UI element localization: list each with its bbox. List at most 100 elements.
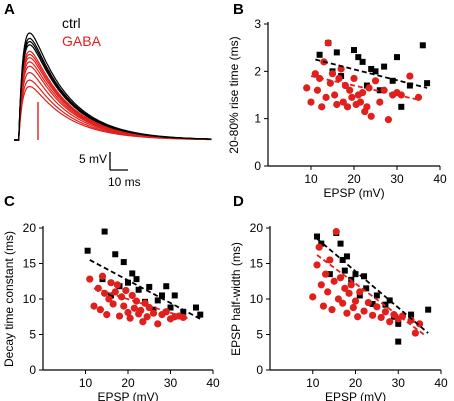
ctrl-point-d-6 <box>341 267 348 274</box>
gaba-point-c-9 <box>109 300 117 308</box>
legend-gaba-label: GABA <box>62 33 102 49</box>
ctrl-point-b-17 <box>419 42 426 49</box>
gaba-trend-line-c <box>93 287 188 320</box>
gaba-trend-line-b <box>310 75 419 101</box>
ctrl-point-b-11 <box>376 87 383 94</box>
gaba-point-b-28 <box>367 112 375 120</box>
ctrl-point-c-20 <box>193 304 199 311</box>
gaba-point-d-7 <box>326 256 334 264</box>
gaba-point-b-11 <box>331 91 339 99</box>
y-axis-label-d: EPSP half-width (ms) <box>229 242 243 356</box>
gaba-point-b-2 <box>311 70 319 78</box>
gaba-point-b-23 <box>356 98 365 106</box>
gaba-point-c-14 <box>120 302 128 310</box>
ctrl-point-c-16 <box>163 283 170 290</box>
gaba-trace-7 <box>14 85 212 141</box>
gaba-point-b-8 <box>324 39 332 47</box>
gaba-point-d-17 <box>347 281 355 289</box>
gaba-point-d-10 <box>332 227 340 236</box>
gaba-point-c-0 <box>86 275 94 283</box>
scale-bar-time-label: 10 ms <box>108 175 141 189</box>
gaba-point-b-35 <box>397 91 405 99</box>
gaba-point-d-26 <box>377 313 385 322</box>
ctrl-point-c-8 <box>129 270 136 277</box>
gaba-point-d-12 <box>336 274 345 282</box>
ctrl-point-b-3 <box>333 49 340 56</box>
y-tick-label-c-0: 0 <box>29 363 36 377</box>
ctrl-point-d-21 <box>425 306 432 313</box>
gaba-point-d-33 <box>411 329 419 337</box>
gaba-point-c-4 <box>98 272 107 280</box>
gaba-point-d-15 <box>343 309 351 317</box>
ctrl-point-b-10 <box>372 68 379 75</box>
gaba-point-b-32 <box>384 116 392 124</box>
gaba-point-c-6 <box>103 311 111 319</box>
panel-d-letter: D <box>233 193 244 210</box>
gaba-point-c-8 <box>107 279 115 287</box>
plot-c: 0 5 10 15 20 10 20 30 40 EPSP (mV) Decay time cons… <box>2 221 220 401</box>
gaba-point-d-4 <box>319 302 328 310</box>
gaba-point-d-27 <box>381 308 390 316</box>
x-tick-label-c-1: 20 <box>121 376 135 390</box>
panel-a-traces: A ctrl GABA 5 mV 10 ms <box>4 1 212 189</box>
gaba-point-b-17 <box>343 103 352 111</box>
y-tick-label-d-2: 10 <box>250 292 264 306</box>
y-tick-label-b-1: 1 <box>254 112 261 126</box>
x-tick-label-d-1: 20 <box>349 376 363 390</box>
gaba-point-c-12 <box>115 312 124 320</box>
ctrl-point-b-16 <box>406 82 413 89</box>
ctrl-trend-line-b <box>315 58 428 89</box>
panel-d-half-width: D 0 5 10 15 20 10 20 30 40 EPSP (mV) EPSP half-wid… <box>229 193 448 401</box>
panel-c-letter: C <box>4 193 15 210</box>
x-tick-label-b-3: 40 <box>433 172 447 186</box>
gaba-point-c-27 <box>149 309 158 317</box>
y-tick-label-c-4: 20 <box>23 221 37 235</box>
ctrl-point-c-4 <box>112 251 119 258</box>
trace-group <box>14 32 212 141</box>
ctrl-trace-0 <box>14 32 212 141</box>
gaba-point-b-13 <box>335 74 343 83</box>
gaba-point-d-14 <box>341 284 349 292</box>
ctrl-point-b-0 <box>316 51 323 58</box>
ctrl-trend-line-d <box>316 237 429 334</box>
gaba-point-b-19 <box>348 93 356 101</box>
ctrl-point-b-6 <box>355 54 362 61</box>
gaba-point-b-18 <box>346 86 354 94</box>
ctrl-point-c-21 <box>197 311 204 318</box>
gaba-point-d-34 <box>416 320 424 328</box>
x-axis-label-b: EPSP (mV) <box>323 186 384 200</box>
ctrl-point-d-14 <box>373 292 380 299</box>
gaba-point-d-23 <box>364 298 372 307</box>
x-tick-label-b-1: 20 <box>347 172 361 186</box>
x-tick-label-c-2: 30 <box>164 376 178 390</box>
y-tick-label-b-0: 0 <box>254 159 261 173</box>
ctrl-trend-line-c <box>89 259 201 320</box>
ctrl-point-d-18 <box>395 320 402 327</box>
y-tick-label-c-3: 15 <box>23 257 37 271</box>
y-tick-label-c-1: 5 <box>29 328 36 342</box>
ctrl-point-c-15 <box>159 292 165 299</box>
gaba-point-b-0 <box>303 84 311 92</box>
y-tick-label-d-1: 5 <box>256 328 263 342</box>
gaba-point-c-16 <box>124 308 132 317</box>
gaba-point-b-3 <box>313 86 322 94</box>
gaba-point-c-19 <box>130 304 138 312</box>
ctrl-point-d-13 <box>369 300 376 307</box>
gaba-point-b-20 <box>350 74 358 83</box>
y-axis-label-b: 20-80% rise time (ms) <box>227 36 241 153</box>
ctrl-trace-3 <box>14 44 212 141</box>
panel-a-letter: A <box>4 1 15 18</box>
gaba-point-d-18 <box>349 303 357 312</box>
ctrl-point-b-14 <box>394 54 400 61</box>
gaba-point-c-3 <box>96 306 104 314</box>
gaba-point-c-22 <box>137 306 145 314</box>
gaba-point-b-12 <box>333 100 341 109</box>
gaba-point-b-9 <box>326 79 334 87</box>
y-tick-label-d-0: 0 <box>256 363 263 377</box>
ctrl-point-d-11 <box>361 273 368 280</box>
ctrl-point-c-14 <box>154 297 161 304</box>
gaba-point-d-5 <box>321 270 330 278</box>
x-axis-label-d: EPSP (mV) <box>325 390 386 401</box>
gaba-point-d-21 <box>356 288 364 296</box>
